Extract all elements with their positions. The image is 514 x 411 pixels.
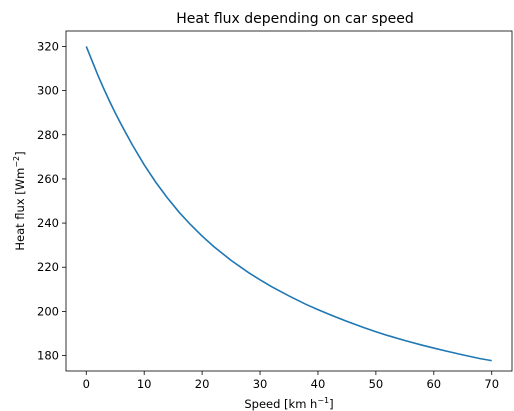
x-tick-label: 40 <box>311 377 326 391</box>
y-tick-label: 220 <box>37 260 59 274</box>
y-axis-label-text: Heat flux [Wm <box>13 168 27 251</box>
x-tick-label: 30 <box>253 377 268 391</box>
x-axis-label-text: Speed [km h <box>244 397 317 411</box>
y-tick-label: 260 <box>37 172 59 186</box>
plot-frame <box>65 30 513 372</box>
x-tick-label: 50 <box>369 377 384 391</box>
chart-title: Heat flux depending on car speed <box>176 11 414 27</box>
x-axis-label-exponent: −1 <box>317 396 329 405</box>
x-axis-label: Speed [km h−1] <box>244 396 333 411</box>
x-axis: 0 10 20 30 40 50 60 70 <box>83 371 499 391</box>
x-axis-label-close: ] <box>329 397 334 411</box>
x-tick-label: 70 <box>484 377 499 391</box>
y-tick-label: 300 <box>37 84 59 98</box>
x-tick-label: 20 <box>195 377 210 391</box>
y-tick-label: 200 <box>37 304 59 318</box>
x-tick-label: 10 <box>137 377 152 391</box>
y-tick-label: 240 <box>37 216 59 230</box>
y-axis-label-close: ] <box>13 151 27 156</box>
y-tick-label: 180 <box>37 349 59 363</box>
x-tick-label: 0 <box>83 377 90 391</box>
y-axis: 180 200 220 240 260 280 300 320 <box>37 39 66 363</box>
y-tick-label: 280 <box>37 128 59 142</box>
y-axis-label-exponent: −2 <box>12 156 21 168</box>
series-line <box>85 46 492 362</box>
x-tick-label: 60 <box>426 377 441 391</box>
y-tick-label: 320 <box>37 39 59 53</box>
y-axis-label: Heat flux [Wm−2] <box>12 151 27 250</box>
